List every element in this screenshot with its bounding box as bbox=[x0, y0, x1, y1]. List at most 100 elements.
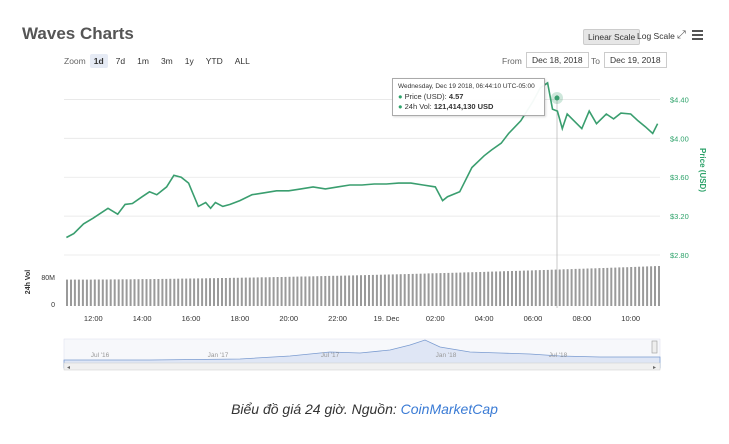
x-tick-label: 12:00 bbox=[84, 314, 103, 323]
caption-source-link[interactable]: CoinMarketCap bbox=[400, 401, 498, 417]
volume-bar bbox=[308, 276, 311, 306]
volume-bar bbox=[507, 271, 509, 306]
zoom-7d-button[interactable]: 7d bbox=[115, 56, 126, 66]
volume-bar bbox=[201, 278, 204, 306]
navigator-scrollbar[interactable] bbox=[63, 362, 661, 371]
y-axis-label: Price (USD) bbox=[698, 148, 707, 192]
volume-bar bbox=[81, 279, 84, 306]
volume-bar bbox=[646, 266, 649, 306]
volume-bar bbox=[371, 274, 374, 306]
volume-bar bbox=[475, 272, 478, 306]
to-date-input[interactable]: Dec 19, 2018 bbox=[604, 52, 667, 68]
volume-bar bbox=[284, 276, 287, 306]
menu-icon[interactable] bbox=[692, 30, 703, 42]
tooltip-heading: Wednesday, Dec 19 2018, 06:44:10 UTC-05:… bbox=[398, 83, 535, 90]
volume-bar bbox=[344, 275, 347, 306]
volume-tick-80m: 80M bbox=[41, 275, 55, 282]
volume-bar bbox=[368, 275, 370, 306]
volume-bar bbox=[526, 270, 529, 306]
volume-bar bbox=[447, 272, 450, 306]
volume-bar bbox=[443, 273, 446, 306]
volume-bar bbox=[638, 266, 641, 306]
volume-bar bbox=[328, 275, 331, 306]
volume-bar bbox=[495, 271, 498, 306]
volume-bar bbox=[320, 276, 323, 306]
volume-bar bbox=[197, 278, 200, 306]
volume-bar bbox=[471, 272, 474, 306]
navigator-tick-label: Jan '17 bbox=[208, 352, 229, 359]
log-scale-button[interactable]: Log Scale bbox=[637, 31, 675, 41]
volume-bar bbox=[340, 275, 343, 306]
scroll-left-icon[interactable]: ◂ bbox=[67, 365, 70, 371]
navigator-handle[interactable] bbox=[651, 340, 658, 354]
price-chart: 12:00 14:00 16:00 18:00 20:00 22:00 19. Dec 02:… bbox=[25, 81, 707, 371]
tooltip-price-value: 4.57 bbox=[448, 92, 464, 101]
volume-bar bbox=[566, 269, 569, 306]
volume-bar bbox=[360, 275, 362, 306]
volume-bar bbox=[356, 275, 358, 306]
volume-bar bbox=[73, 279, 76, 306]
volume-bar bbox=[423, 273, 426, 306]
volume-bar bbox=[77, 279, 80, 306]
navigator-tick-label: Jul '16 bbox=[91, 352, 110, 359]
volume-bar bbox=[594, 268, 597, 306]
volume-bar bbox=[515, 270, 517, 306]
x-tick-label: 18:00 bbox=[230, 314, 249, 323]
volume-bar bbox=[97, 279, 100, 306]
volume-bar bbox=[105, 279, 108, 306]
zoom-ytd-button[interactable]: YTD bbox=[205, 56, 223, 66]
volume-bar bbox=[459, 272, 462, 306]
zoom-1m-button[interactable]: 1m bbox=[137, 56, 149, 66]
volume-bar bbox=[292, 276, 295, 306]
volume-bar bbox=[654, 266, 656, 306]
volume-bar bbox=[606, 267, 609, 306]
volume-bar bbox=[499, 271, 502, 306]
volume-bar bbox=[224, 278, 227, 306]
volume-bar bbox=[431, 273, 434, 306]
zoom-3m-button[interactable]: 3m bbox=[160, 56, 173, 66]
expand-icon[interactable]: ⤢ bbox=[677, 29, 686, 41]
volume-bar bbox=[205, 278, 208, 306]
from-label: From bbox=[502, 56, 522, 66]
y-tick-label: $4.40 bbox=[670, 95, 689, 104]
volume-bar bbox=[232, 277, 235, 306]
zoom-1d-button[interactable]: 1d bbox=[89, 54, 108, 68]
volume-bar bbox=[387, 274, 390, 306]
volume-bar bbox=[467, 272, 470, 306]
volume-bar bbox=[85, 279, 88, 306]
zoom-1y-button[interactable]: 1y bbox=[184, 56, 194, 66]
volume-bar bbox=[93, 279, 96, 306]
volume-bar bbox=[312, 276, 315, 306]
highlight-point bbox=[554, 95, 560, 101]
from-date-input[interactable]: Dec 18, 2018 bbox=[526, 52, 589, 68]
volume-bar bbox=[125, 279, 128, 306]
volume-bar bbox=[288, 276, 291, 306]
volume-bar bbox=[562, 269, 565, 306]
volume-tick-0: 0 bbox=[51, 302, 55, 309]
volume-bar bbox=[610, 267, 613, 306]
volume-bar bbox=[375, 274, 378, 306]
scroll-right-icon[interactable]: ▸ bbox=[653, 365, 656, 371]
volume-bar bbox=[511, 271, 513, 306]
volume-bar bbox=[618, 267, 621, 306]
volume-bar bbox=[217, 278, 219, 306]
linear-scale-button[interactable]: Linear Scale bbox=[583, 29, 641, 45]
volume-bar bbox=[240, 277, 243, 306]
x-tick-label: 22:00 bbox=[328, 314, 347, 323]
volume-bar bbox=[626, 267, 629, 306]
volume-bar bbox=[586, 268, 589, 306]
tooltip-price-label: Price (USD): bbox=[404, 92, 447, 101]
x-tick-label: 02:00 bbox=[426, 314, 445, 323]
volume-bar bbox=[395, 274, 398, 306]
price-dot-icon: ● bbox=[398, 92, 403, 101]
volume-bar bbox=[145, 279, 148, 306]
volume-bar bbox=[503, 271, 505, 306]
volume-bar bbox=[296, 276, 299, 306]
volume-bar bbox=[518, 270, 521, 306]
volume-bar bbox=[538, 270, 541, 306]
zoom-all-button[interactable]: ALL bbox=[234, 56, 250, 66]
volume-bar bbox=[352, 275, 355, 306]
volume-bar bbox=[487, 271, 490, 306]
zoom-controls: Zoom 1d 7d 1m 3m 1y YTD ALL bbox=[64, 54, 254, 68]
volume-bar bbox=[463, 272, 466, 306]
